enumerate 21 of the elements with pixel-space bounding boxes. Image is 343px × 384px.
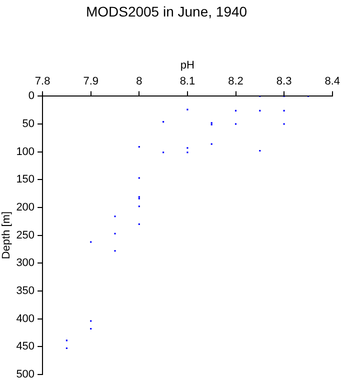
y-tick-label: 500 xyxy=(16,368,35,380)
y-tick-label: 450 xyxy=(16,340,35,353)
x-axis-title: pH xyxy=(180,59,195,72)
y-tick-label: 150 xyxy=(16,174,35,186)
y-axis-title: Depth [m] xyxy=(0,211,13,260)
y-tick-label: 0 xyxy=(28,90,35,102)
x-tick-label: 8.1 xyxy=(180,76,196,88)
x-tick-label: 8.3 xyxy=(276,76,292,88)
x-tick-label: 8 xyxy=(136,76,142,88)
x-tick-label: 8.2 xyxy=(228,76,244,88)
x-tick-label: 7.8 xyxy=(34,76,50,88)
chart-title: MODS2005 in June, 1940 xyxy=(86,3,248,20)
x-tick-label: 7.9 xyxy=(83,76,98,88)
y-tick-label: 50 xyxy=(22,118,35,130)
y-tick-label: 350 xyxy=(16,284,35,297)
x-tick-label: 8.4 xyxy=(324,76,340,88)
y-tick-label: 200 xyxy=(16,202,35,214)
y-tick-label: 100 xyxy=(16,146,35,158)
y-tick-label: 300 xyxy=(16,257,35,270)
y-tick-label: 250 xyxy=(16,229,35,242)
y-tick-label: 400 xyxy=(16,312,35,325)
